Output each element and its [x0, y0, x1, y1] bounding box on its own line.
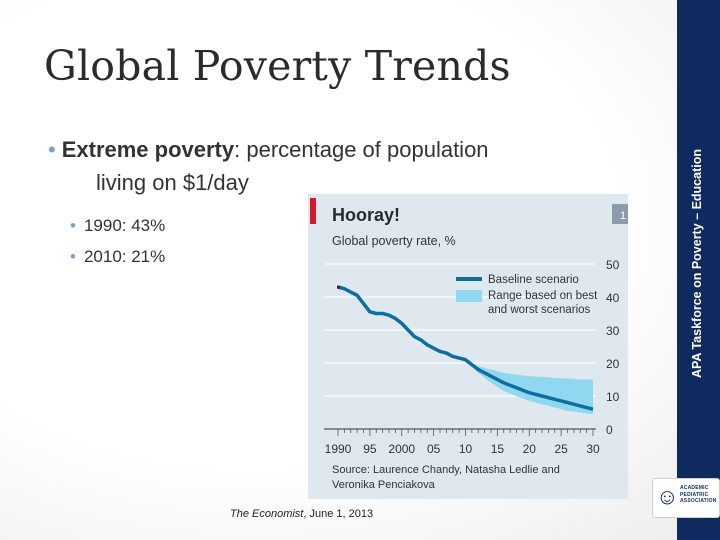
chart-grid: 50 40 30 20 10 0 [324, 258, 620, 437]
legend-baseline-label: Baseline scenario [488, 274, 579, 286]
bullet-continuation: living on $1/day [96, 170, 249, 195]
y-tick-label: 40 [606, 291, 620, 305]
bullet-extreme-poverty: • Extreme poverty: percentage of populati… [48, 133, 608, 166]
slide-title: Global Poverty Trends [44, 42, 511, 90]
x-tick-label: 05 [427, 442, 441, 456]
sidebar-label: APA Taskforce on Poverty – Education [690, 149, 704, 378]
sub-bullet-text: 2010: 21% [83, 247, 166, 266]
bullet-dot-icon: • [48, 137, 56, 162]
caption-date: , June 1, 2013 [303, 508, 374, 520]
x-tick-label: 15 [491, 442, 505, 456]
chart-source-line2: Veronika Penciakova [332, 479, 436, 491]
chart-x-ticks: 1990 95 2000 05 10 15 20 25 30 [325, 429, 600, 456]
x-tick-label: 95 [363, 442, 377, 456]
x-tick-label: 10 [459, 442, 473, 456]
chart-source-line1: Source: Laurence Chandy, Natasha Ledlie … [332, 464, 560, 476]
chart-panel: Hooray! Global poverty rate, % 1 50 40 30 2… [308, 194, 634, 499]
logo: ☺ ACADEMIC PEDIATRIC ASSOCIATION [652, 478, 720, 518]
chart-title: Hooray! [332, 205, 400, 225]
chart-subtitle: Global poverty rate, % [332, 234, 456, 248]
y-tick-label: 0 [606, 423, 613, 437]
y-tick-label: 50 [606, 258, 620, 272]
legend-range-label-line1: Range based on best [488, 290, 598, 302]
y-tick-label: 10 [606, 390, 620, 404]
logo-emblem-icon: ☺ [656, 484, 679, 509]
chart-badge-label: 1 [620, 210, 626, 222]
chart-legend: Baseline scenario Range based on best an… [456, 274, 598, 316]
poverty-chart: Hooray! Global poverty rate, % 1 50 40 30 2… [310, 198, 634, 491]
chart-marks [337, 285, 594, 415]
x-tick-label: 2000 [388, 442, 415, 456]
caption: The Economist, June 1, 2013 [230, 508, 373, 520]
sub-bullet-2010: • 2010: 21% [70, 247, 165, 267]
sub-bullet-dot-icon: • [70, 216, 76, 235]
logo-text: ACADEMIC PEDIATRIC ASSOCIATION [680, 485, 717, 504]
baseline-series-line [337, 285, 594, 411]
bullet-text: : percentage of population [234, 137, 489, 162]
x-tick-label: 20 [523, 442, 537, 456]
legend-range-swatch [456, 290, 482, 302]
legend-range-label-line2: and worst scenarios [488, 304, 591, 316]
caption-publication: The Economist [230, 508, 304, 520]
sub-bullet-text: 1990: 43% [83, 216, 166, 235]
bullet-bold-term: Extreme poverty [61, 137, 235, 162]
x-tick-label: 30 [586, 442, 600, 456]
x-tick-label: 25 [554, 442, 568, 456]
x-tick-label: 1990 [325, 442, 352, 456]
sub-bullet-1990: • 1990: 43% [70, 216, 165, 236]
sidebar-band [677, 0, 720, 540]
sub-bullet-dot-icon: • [70, 247, 76, 266]
y-tick-label: 20 [606, 357, 620, 371]
y-tick-label: 30 [606, 324, 620, 338]
chart-accent-bar [310, 198, 316, 224]
